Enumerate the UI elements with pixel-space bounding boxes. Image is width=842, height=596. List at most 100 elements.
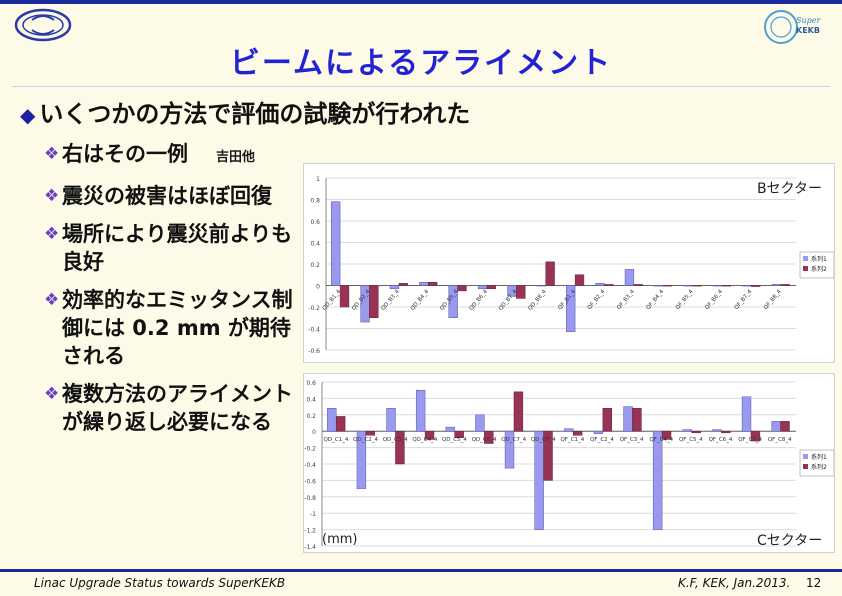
- category-label: QD_B4_4: [410, 289, 431, 312]
- bar-series-1: [566, 285, 576, 332]
- sub-bullet-item: ❖ 右はその一例 吉田他: [44, 140, 304, 172]
- category-label: QD_C5_4: [442, 437, 467, 443]
- bar-series-1: [389, 285, 400, 289]
- category-label: QD_B1_4: [322, 289, 343, 312]
- bar-series-2: [692, 285, 702, 287]
- bar-series-2: [545, 261, 555, 286]
- bar-series-2: [516, 285, 526, 299]
- bar-series-2: [543, 430, 553, 481]
- bar-series-2: [604, 284, 614, 286]
- bar-series-1: [683, 285, 693, 287]
- bullet-marker-icon: ❖: [44, 290, 60, 310]
- top-accent-bar: [0, 0, 842, 4]
- kek-logo-icon: [14, 8, 72, 42]
- bar-series-2: [691, 430, 701, 434]
- category-label: QD_C2_4: [353, 437, 378, 443]
- diamond-bullet-icon: ◆: [20, 103, 36, 127]
- bar-series-1: [415, 389, 426, 432]
- author-note: 吉田他: [216, 150, 256, 165]
- y-tick-label: -0.8: [304, 495, 316, 502]
- legend-label: 系列2: [811, 265, 827, 273]
- sub-bullet-text: 右はその一例: [62, 142, 188, 166]
- bar-series-1: [712, 285, 723, 287]
- category-label: QF_C6_4: [709, 437, 733, 443]
- category-label: QF_C7_4: [738, 437, 762, 443]
- sub-bullet-list: ❖ 右はその一例 吉田他 ❖ 震災の被害はほぼ回復 ❖ 場所により震災前よりも良好 ❖ 効…: [44, 140, 304, 436]
- sub-bullet-item: ❖ 効率的なエミッタンス制御には 0.2 mm が期待される: [44, 286, 304, 370]
- category-label: QD_C3_4: [383, 437, 408, 443]
- slide-title: ビームによるアライメント: [229, 46, 613, 81]
- bar-series-1: [564, 428, 574, 432]
- bar-series-1: [534, 430, 544, 530]
- bar-series-2: [632, 407, 642, 432]
- y-tick-label: 0: [312, 429, 316, 436]
- legend-swatch: [803, 454, 808, 459]
- svg-text:Super: Super: [796, 16, 821, 25]
- sub-bullet-item: ❖ 震災の被害はほぼ回復: [44, 182, 304, 210]
- legend-swatch: [803, 464, 808, 469]
- svg-text:KEKB: KEKB: [796, 26, 820, 35]
- bar-series-2: [780, 284, 790, 286]
- bar-series-2: [335, 416, 346, 432]
- bar-series-1: [652, 430, 663, 530]
- y-tick-label: -0.2: [304, 446, 316, 453]
- y-tick-label: 1: [316, 176, 320, 183]
- bar-series-1: [477, 285, 488, 289]
- y-tick-label: -0.6: [308, 348, 320, 355]
- category-label: QF_B6_4: [704, 289, 724, 311]
- legend-label: 系列1: [811, 255, 827, 263]
- bullet-marker-icon: ❖: [44, 384, 60, 404]
- sector-b-label: Bセクター: [757, 181, 823, 197]
- main-bullet-text: いくつかの方法で評価の試験が行われた: [39, 100, 471, 128]
- bar-series-2: [395, 430, 405, 465]
- bar-series-1: [742, 285, 752, 287]
- bar-series-1: [475, 414, 485, 432]
- category-label: QF_C5_4: [679, 437, 703, 443]
- bar-series-1: [682, 429, 692, 432]
- bar-series-1: [331, 201, 341, 286]
- bar-series-2: [513, 391, 524, 432]
- category-label: QF_C3_4: [620, 437, 644, 443]
- category-label: QD_B6_4: [469, 289, 490, 312]
- y-tick-label: -0.2: [308, 305, 320, 312]
- bullet-marker-icon: ❖: [44, 186, 60, 206]
- bar-series-1: [356, 430, 367, 489]
- bar-series-1: [741, 396, 752, 432]
- category-label: QF_B4_4: [645, 289, 665, 311]
- footer-author-date: K.F, KEK, Jan.2013.: [678, 576, 791, 590]
- bar-series-1: [595, 283, 605, 286]
- y-tick-label: -0.4: [308, 327, 320, 334]
- bar-series-2: [633, 284, 643, 286]
- category-label: QD_C8_4: [531, 437, 556, 443]
- category-label: QF_B3_4: [616, 289, 636, 311]
- y-tick-label: 0.4: [310, 241, 320, 248]
- bar-series-2: [751, 285, 761, 287]
- sub-bullet-item: ❖ 場所により震災前よりも良好: [44, 220, 304, 276]
- sector-c-chart-svg: 0.6 0.4 0.2 0 -0.2 -0.4 -0.6 -0.8 -1 -1.2 -1.4 QD_C…: [304, 380, 834, 551]
- category-label: QF_B7_4: [734, 289, 754, 311]
- bar-series-2: [424, 430, 435, 440]
- legend-swatch: [803, 256, 808, 261]
- bar-series-1: [448, 285, 458, 318]
- bar-series-2: [602, 407, 612, 432]
- bar-series-1: [623, 406, 633, 432]
- y-tick-label: 0.8: [310, 198, 320, 205]
- main-bullet: ◆ いくつかの方法で評価の試験が行われた: [20, 94, 470, 129]
- category-label: QF_B8_4: [763, 289, 783, 311]
- bar-series-1: [445, 426, 455, 432]
- category-label: QF_B5_4: [675, 289, 695, 311]
- bar-series-2: [484, 430, 494, 444]
- bar-series-2: [721, 430, 731, 434]
- bar-series-2: [427, 282, 438, 286]
- y-tick-label: -0.6: [304, 478, 316, 485]
- title-divider: [12, 86, 830, 87]
- bar-series-2: [339, 285, 350, 308]
- y-tick-label: 0.2: [306, 413, 316, 420]
- bottom-accent-bar: [0, 569, 842, 572]
- bar-series-2: [369, 285, 379, 318]
- category-label: QF_C8_4: [768, 437, 792, 443]
- sector-b-chart: 1 0.8 0.6 0.4 0.2 0 -0.2 -0.4 -0.6 QD_B1_4 QD_B2_4…: [303, 163, 835, 363]
- bar-series-2: [662, 285, 673, 287]
- legend-label: 系列1: [811, 453, 827, 461]
- y-tick-label: -1: [310, 511, 316, 518]
